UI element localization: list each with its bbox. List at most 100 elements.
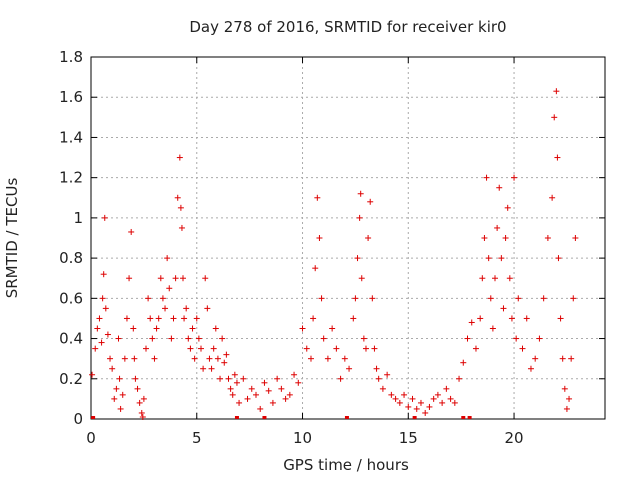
data-point (269, 399, 276, 406)
data-point (468, 319, 475, 326)
data-point (155, 315, 162, 322)
data-point (447, 395, 454, 402)
data-point (115, 335, 122, 342)
x-tick-label: 10 (293, 429, 312, 447)
data-point (128, 228, 135, 235)
data-point (464, 335, 471, 342)
data-point (92, 345, 99, 352)
data-point (189, 325, 196, 332)
data-point (177, 204, 184, 211)
data-point (111, 395, 118, 402)
data-point (206, 355, 213, 362)
data-point (532, 355, 539, 362)
data-point (89, 371, 96, 378)
data-point (554, 154, 561, 161)
data-point (373, 365, 380, 372)
data-point (472, 345, 479, 352)
data-point (200, 365, 207, 372)
data-point (217, 375, 224, 382)
data-point (523, 315, 530, 322)
data-point (320, 335, 327, 342)
baseline-marker (467, 416, 472, 419)
data-point (138, 409, 145, 416)
y-tick-label: 0.6 (59, 289, 83, 307)
data-point (519, 345, 526, 352)
data-point (195, 335, 202, 342)
data-point (109, 365, 116, 372)
data-point (553, 88, 560, 95)
data-point (350, 315, 357, 322)
y-tick-label: 0.2 (59, 370, 83, 388)
data-point (225, 375, 232, 382)
data-point (202, 275, 209, 282)
data-point (439, 399, 446, 406)
y-tick-label: 1.4 (59, 128, 83, 146)
data-point (107, 355, 114, 362)
data-point (492, 275, 499, 282)
data-point (422, 409, 429, 416)
data-point (162, 305, 169, 312)
data-point (513, 335, 520, 342)
data-point (417, 399, 424, 406)
data-point (508, 315, 515, 322)
data-point (549, 194, 556, 201)
data-point (178, 224, 185, 231)
x-tick-label: 15 (399, 429, 418, 447)
data-point (100, 271, 107, 278)
data-point (483, 174, 490, 181)
data-point (130, 325, 137, 332)
data-point (149, 335, 156, 342)
plot-frame (90, 56, 606, 420)
y-tick-label: 0.4 (59, 330, 83, 348)
data-point (101, 214, 108, 221)
axis-ticks (90, 56, 605, 420)
data-point (151, 355, 158, 362)
data-point (140, 395, 147, 402)
data-point (119, 391, 126, 398)
data-point (236, 399, 243, 406)
data-point (396, 399, 403, 406)
y-tick-label: 1.6 (59, 88, 83, 106)
data-point (324, 355, 331, 362)
data-point (274, 375, 281, 382)
data-point (481, 235, 488, 241)
y-tick-label: 0 (73, 410, 83, 428)
data-point (204, 305, 211, 312)
data-point (498, 255, 505, 262)
y-tick-label: 1.2 (59, 169, 83, 187)
data-point (98, 339, 105, 346)
data-point (139, 413, 146, 420)
data-point (329, 325, 336, 332)
data-point (536, 335, 543, 342)
data-point (460, 359, 467, 366)
data-point (208, 365, 215, 372)
data-point (104, 331, 111, 338)
data-point (367, 198, 374, 205)
data-point (358, 275, 365, 282)
chart-title: Day 278 of 2016, SRMTID for receiver kir… (189, 18, 506, 36)
data-point (354, 255, 361, 262)
data-point (116, 375, 123, 382)
data-point (572, 235, 579, 241)
data-point (157, 275, 164, 282)
data-point (360, 335, 367, 342)
data-point (356, 214, 363, 221)
data-point (337, 375, 344, 382)
data-point (185, 335, 192, 342)
data-point (191, 355, 198, 362)
data-point (113, 385, 120, 392)
data-point (174, 194, 181, 201)
data-point (96, 315, 103, 322)
data-point (570, 295, 577, 302)
data-point (369, 295, 376, 302)
data-point (233, 379, 240, 386)
data-point (413, 405, 420, 412)
data-point (401, 391, 408, 398)
data-point (227, 385, 234, 392)
data-point (500, 305, 507, 312)
data-point (312, 265, 319, 272)
data-point (282, 395, 289, 402)
data-point (511, 174, 518, 181)
data-point (316, 235, 323, 241)
data-point (357, 190, 364, 197)
